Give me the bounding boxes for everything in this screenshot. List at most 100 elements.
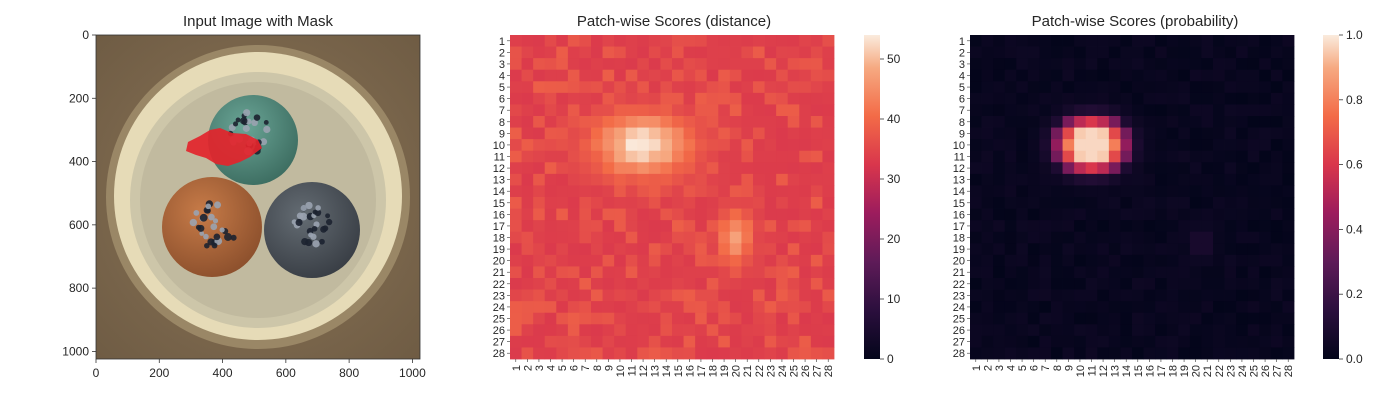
heatmap-cell — [1120, 335, 1133, 348]
heatmap-cell — [753, 81, 765, 94]
heatmap-cell — [683, 243, 696, 256]
heatmap-cell — [556, 208, 569, 221]
heatmap-cell — [1201, 324, 1214, 337]
heatmap-cell — [1247, 162, 1260, 175]
heatmap-cell — [683, 266, 696, 279]
heatmap-cell — [741, 35, 754, 47]
heatmap-cell — [970, 278, 982, 290]
heatmap-cell — [602, 185, 615, 198]
heatmap-cell — [1282, 254, 1295, 267]
heatmap-cell — [1132, 46, 1144, 59]
heatmap-cell — [625, 324, 638, 337]
heatmap-cell — [695, 150, 708, 163]
x-tick-label: 1 — [511, 365, 523, 371]
heatmap-cell — [776, 58, 789, 71]
heatmap-cell — [602, 35, 615, 47]
heatmap-cell — [1213, 208, 1225, 221]
heatmap-cell — [706, 162, 719, 175]
heatmap-cell — [1189, 335, 1202, 348]
heatmap-cell — [1282, 208, 1295, 221]
heatmap-cell — [567, 289, 580, 302]
heatmap-cell — [993, 347, 1006, 360]
heatmap-cell — [993, 104, 1006, 117]
heatmap-cell — [776, 139, 789, 152]
heatmap-cell — [1004, 92, 1017, 105]
heatmap-cell — [579, 197, 592, 209]
x-tick-label: 15 — [1133, 365, 1145, 377]
heatmap-cell — [672, 58, 684, 71]
heatmap-cell — [648, 243, 661, 256]
heatmap-cell — [1074, 69, 1087, 82]
heatmap-cell — [1259, 185, 1272, 198]
heatmap-cell — [1143, 58, 1156, 71]
heatmap-cell — [1166, 92, 1179, 105]
heatmap-cell — [648, 266, 661, 279]
y-tick-label: 400 — [69, 155, 89, 169]
mask-overlay — [186, 128, 262, 166]
heatmap-cell — [625, 173, 638, 186]
heatmap-cell — [1016, 185, 1029, 198]
heatmap-cell — [1004, 81, 1017, 94]
heatmap-cell — [1166, 254, 1179, 267]
heatmap-cell — [706, 347, 719, 360]
heatmap-cell — [1039, 185, 1052, 198]
heatmap-cell — [706, 254, 719, 267]
y-tick-label: 9 — [499, 128, 505, 140]
heatmap-cell — [1155, 231, 1168, 244]
heatmap-cell — [753, 301, 765, 314]
heatmap-cell — [706, 139, 719, 152]
heatmap-cell — [1132, 173, 1144, 186]
heatmap-cell — [1189, 347, 1202, 360]
heatmap-cell — [579, 173, 592, 186]
heatmap-cell — [1062, 231, 1075, 244]
heatmap-cell — [1051, 335, 1063, 348]
heatmap-cell — [1178, 127, 1191, 140]
heatmap-cell — [1108, 92, 1121, 105]
heatmap-cell — [1224, 254, 1237, 267]
heatmap-cell — [1108, 266, 1121, 279]
heatmap-cell — [718, 58, 731, 71]
heatmap-cell — [1155, 266, 1168, 279]
heatmap-cell — [787, 335, 800, 348]
heatmap-cell — [695, 243, 708, 256]
heatmap-cell — [706, 35, 719, 47]
heatmap-cell — [1282, 266, 1295, 279]
heatmap-cell — [970, 231, 982, 244]
heatmap-cell — [614, 46, 627, 59]
heatmap-cell — [1097, 197, 1110, 209]
heatmap-cell — [521, 92, 534, 105]
heatmap-cell — [1201, 220, 1214, 233]
heatmap-cell — [1259, 347, 1272, 360]
heatmap-cell — [787, 312, 800, 325]
heatmap-cell — [591, 173, 603, 186]
heatmap-cell — [521, 243, 534, 256]
heatmap-cell — [1201, 58, 1214, 71]
heatmap-cell — [1132, 231, 1144, 244]
heatmap-cell — [1051, 208, 1063, 221]
heatmap-cell — [799, 289, 812, 302]
y-tick-label: 27 — [493, 337, 505, 349]
heatmap-cell — [1074, 46, 1087, 59]
heatmap-cell — [614, 173, 627, 186]
heatmap-cell — [1039, 324, 1052, 337]
heatmap-cell — [1074, 58, 1087, 71]
heatmap-cell — [764, 69, 777, 82]
heatmap-cell — [799, 127, 812, 140]
heatmap-cell — [1097, 58, 1110, 71]
heatmap-cell — [602, 58, 615, 71]
heatmap-cell — [1004, 173, 1017, 186]
heatmap-cell — [648, 58, 661, 71]
heatmap-cell — [1213, 197, 1225, 209]
y-tick-label: 5 — [959, 82, 965, 94]
heatmap-cell — [822, 162, 835, 175]
heatmap-cell — [1143, 69, 1156, 82]
x-tick-label: 16 — [684, 365, 696, 377]
heatmap-cell — [1178, 266, 1191, 279]
heatmap-cell — [993, 116, 1006, 128]
heatmap-cell — [602, 162, 615, 175]
heatmap-cell — [993, 220, 1006, 233]
heatmap-cell — [1270, 173, 1283, 186]
heatmap-cell — [1247, 243, 1260, 256]
heatmap-cell — [672, 254, 684, 267]
heatmap-cell — [1189, 69, 1202, 82]
